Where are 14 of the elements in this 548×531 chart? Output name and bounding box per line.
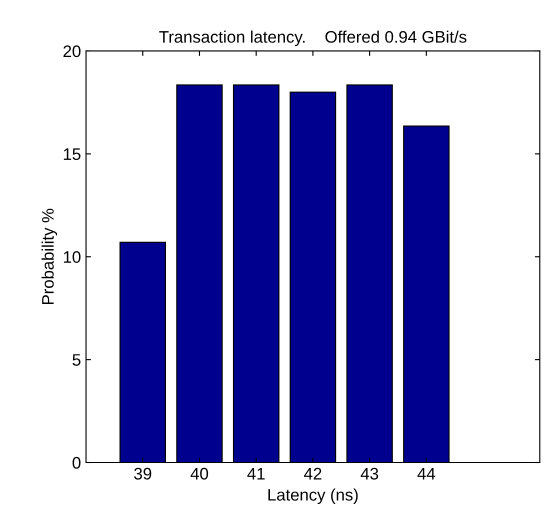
x-axis-title: Latency (ns) bbox=[268, 488, 358, 504]
x-tick-label: 43 bbox=[360, 468, 378, 480]
y-tick-label: 15 bbox=[64, 148, 80, 160]
x-tick-label: 44 bbox=[417, 468, 436, 480]
y-tick-label: 10 bbox=[64, 251, 81, 263]
y-tick-label: 0 bbox=[72, 456, 81, 469]
x-tick-label: 39 bbox=[134, 468, 152, 480]
x-tick-label: 42 bbox=[304, 468, 322, 480]
x-tick-label: 41 bbox=[247, 468, 265, 480]
y-axis-title: Probability % bbox=[42, 208, 58, 304]
y-tick-label: 5 bbox=[72, 354, 80, 366]
y-tick-label: 20 bbox=[63, 45, 81, 58]
chart-title: Transaction latency. Offered 0.94 GBit/s bbox=[159, 30, 466, 46]
x-tick-label: 40 bbox=[190, 468, 208, 480]
